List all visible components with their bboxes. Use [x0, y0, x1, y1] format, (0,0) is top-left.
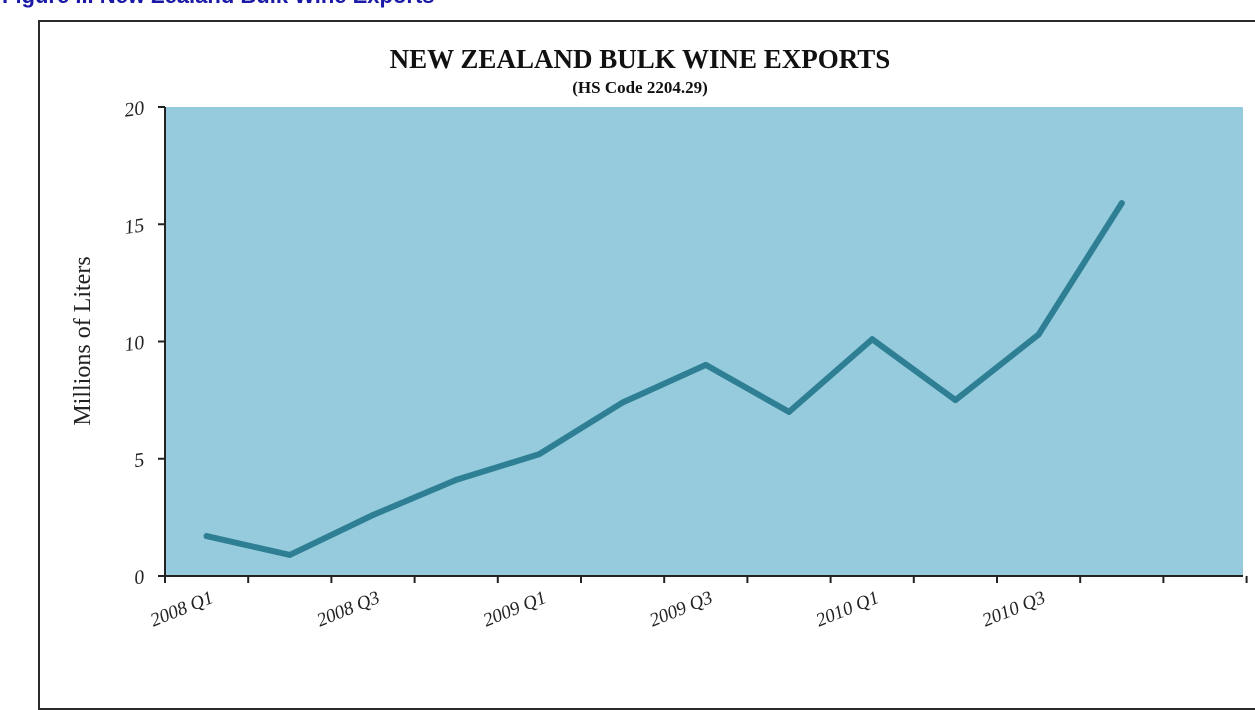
x-tick-label: 2009 Q1	[480, 587, 549, 631]
chart-title: NEW ZEALAND BULK WINE EXPORTS	[390, 44, 891, 74]
data-point	[1118, 200, 1125, 207]
data-point	[203, 533, 210, 540]
y-tick-label: 15	[123, 214, 146, 239]
plot-area	[165, 107, 1243, 576]
y-tick-label: 10	[123, 332, 146, 357]
y-tick-label: 5	[133, 449, 146, 472]
data-point	[952, 397, 959, 404]
data-point	[370, 512, 376, 519]
y-axis-label: Millions of Liters	[70, 256, 96, 425]
data-point	[536, 451, 543, 458]
data-point	[619, 399, 626, 406]
x-tick-label: 2008 Q1	[147, 587, 216, 631]
x-axis-ticks: 2008 Q1 2008 Q3 2009 Q1 2009 Q3 2010 Q1 2010 …	[147, 576, 1248, 631]
y-tick-label: 20	[123, 97, 146, 122]
y-tick-label: 0	[133, 566, 146, 589]
series-line-0	[203, 200, 1125, 558]
data-point	[786, 408, 792, 415]
x-tick-label: 2009 Q3	[647, 587, 716, 631]
x-tick-label: 2008 Q3	[314, 587, 383, 631]
x-tick-label: 2010 Q3	[979, 587, 1048, 631]
data-point	[702, 361, 709, 368]
data-point	[286, 551, 293, 558]
line-chart: NEW ZEALAND BULK WINE EXPORTS (HS Code 2…	[70, 44, 1248, 631]
data-point	[453, 476, 460, 483]
figure-caption: Figure ... New Zealand Bulk Wine Exports	[0, 0, 1255, 8]
y-axis-ticks: 0 5 10 15 20	[123, 97, 165, 589]
chart-subtitle: (HS Code 2204.29)	[572, 78, 708, 97]
data-point	[1035, 331, 1042, 338]
data-point	[869, 336, 876, 343]
x-tick-label: 2010 Q1	[813, 587, 882, 631]
series-group	[203, 200, 1125, 558]
